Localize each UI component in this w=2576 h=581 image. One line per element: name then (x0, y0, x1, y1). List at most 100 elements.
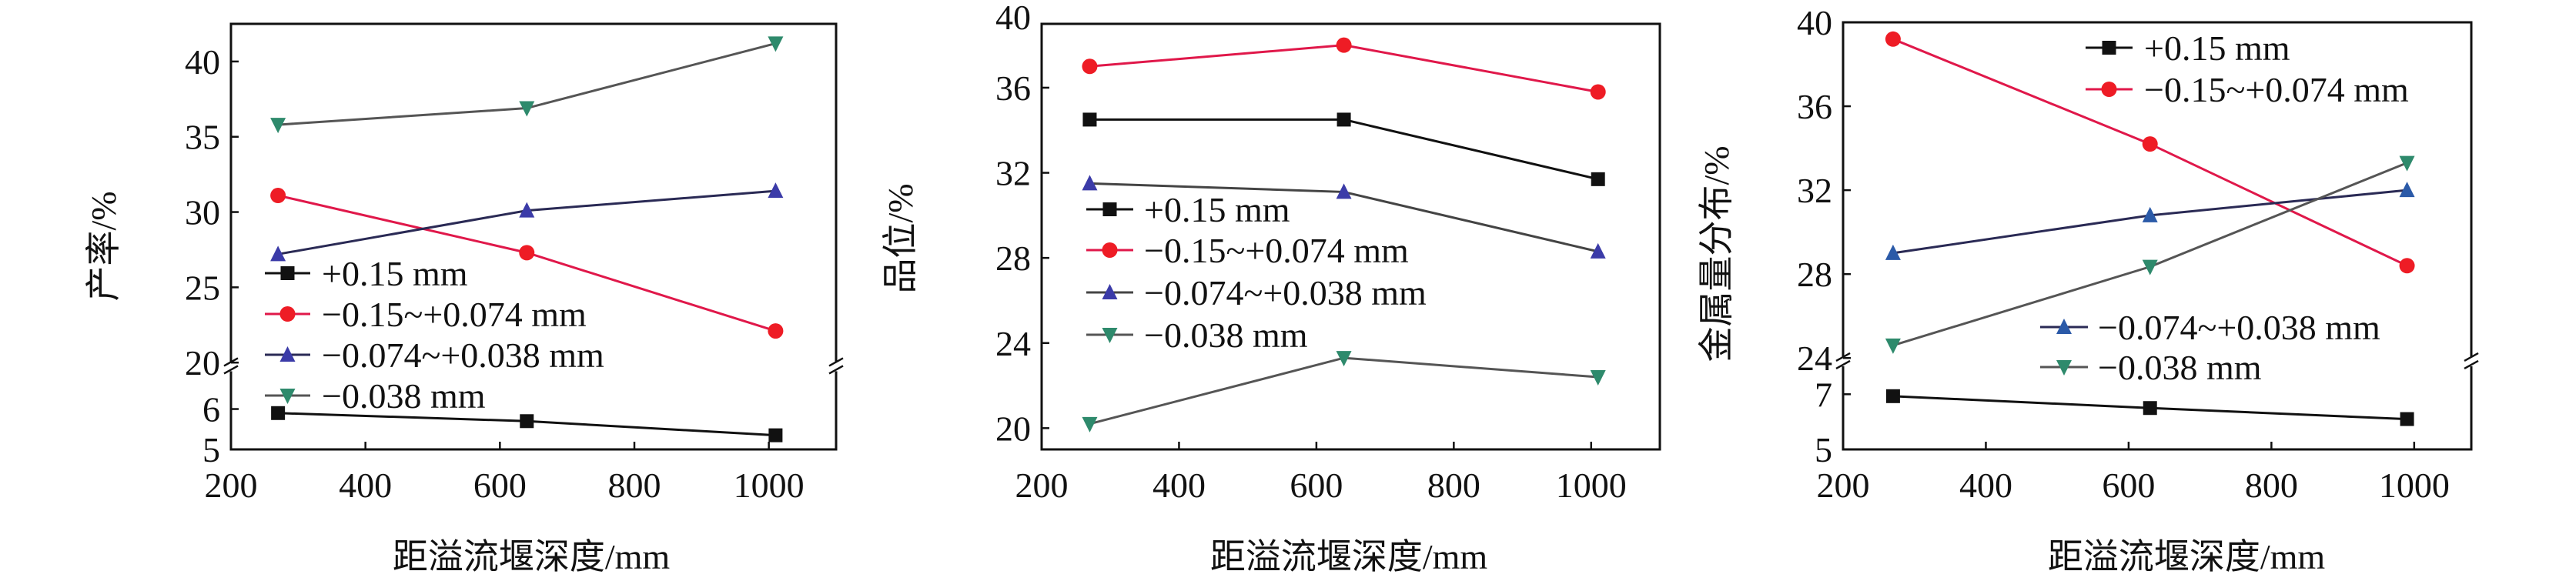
y-axis-title: 品位/% (881, 183, 920, 293)
data-point (2399, 182, 2415, 198)
axis-break-mark (2464, 359, 2479, 370)
x-tick-label: 1000 (734, 466, 805, 505)
y-tick-label: 40 (1797, 3, 1832, 42)
y-tick-label: 32 (995, 154, 1031, 193)
y-tick-label: 40 (995, 0, 1031, 37)
series-line (1089, 356, 1598, 426)
y-tick-label: 30 (185, 193, 220, 232)
series-3 (1885, 182, 2415, 260)
y-tick-label: 7 (1815, 375, 1832, 414)
legend: +0.15 mm−0.15~+0.074 mm−0.074~+0.038 mm−… (265, 254, 604, 416)
x-axis-title: 距溢流堰深度/mm (2048, 537, 2326, 576)
data-point (2399, 258, 2415, 274)
y-tick-label: 5 (202, 430, 220, 469)
legend-marker (2102, 41, 2116, 55)
y-tick-label: 6 (202, 390, 220, 429)
chart-panel-1: 200 400 600 800 1000 56 20 25 30 35 40 距溢流堰深度/mm 产率/… (84, 22, 844, 576)
data-point (1082, 112, 1097, 127)
y-tick-label: 40 (185, 42, 220, 82)
legend-label: +0.15 mm (2144, 28, 2290, 68)
data-point (768, 182, 784, 199)
y-axis-title: 产率/% (84, 191, 123, 301)
y-tick-label: 24 (1797, 339, 1832, 378)
legend-label: −0.038 mm (1144, 316, 1308, 355)
legend: +0.15 mm−0.15~+0.074 mm−0.074~+0.038 mm−… (1086, 190, 1427, 355)
data-point (2142, 206, 2158, 222)
y-tick-label: 35 (185, 118, 220, 157)
x-tick-label: 400 (1153, 466, 1206, 505)
series-1 (271, 406, 783, 442)
x-tick-label: 600 (2102, 466, 2155, 505)
data-point (1337, 112, 1351, 127)
data-point (1336, 183, 1352, 199)
axis-break-mark (828, 357, 844, 367)
data-point (1885, 389, 1900, 403)
data-point (1082, 58, 1098, 75)
data-point (520, 414, 534, 429)
x-tick-label: 400 (1959, 466, 2012, 505)
data-point (1591, 172, 1605, 186)
series-4 (270, 36, 784, 134)
y-axis-title: 金属量分布/% (1697, 145, 1736, 362)
y-tick-label: 20 (185, 343, 220, 382)
series-2 (1885, 31, 2415, 274)
data-point (1590, 369, 1606, 386)
x-axis-title: 距溢流堰深度/mm (1210, 537, 1488, 576)
series-2 (1082, 37, 1606, 100)
x-tick-label: 1000 (1556, 466, 1627, 505)
legend-label: −0.074~+0.038 mm (1144, 273, 1427, 312)
y-tick-label: 36 (995, 68, 1031, 108)
legend-marker (2101, 82, 2117, 97)
x-tick-label: 1000 (2379, 466, 2450, 505)
data-point (270, 245, 286, 262)
data-point (768, 36, 784, 52)
axis-break-mark (2464, 352, 2479, 362)
y-tick-label: 28 (995, 239, 1031, 278)
data-point (271, 406, 286, 420)
legend-label: −0.038 mm (2098, 348, 2262, 387)
y-tick-label: 28 (1797, 255, 1832, 294)
y-tick-label: 36 (1797, 87, 1832, 126)
data-point (519, 101, 535, 117)
x-tick-label: 400 (339, 466, 392, 505)
chart-panel-3: 200 400 600 800 1000 5 724 28 32 36 40 距溢流堰深度/mm 金属量… (1697, 3, 2479, 576)
y-tick-label: 5 (1815, 430, 1832, 469)
x-tick-label: 800 (608, 466, 661, 505)
series-1 (1082, 112, 1605, 186)
series-3 (270, 182, 784, 262)
data-point (1885, 31, 1901, 47)
legend-label: +0.15 mm (322, 254, 468, 293)
series-4 (1082, 351, 1606, 432)
data-point (1590, 242, 1606, 259)
legend-label: −0.038 mm (322, 376, 486, 416)
data-point (1885, 338, 1901, 354)
legend-marker (1102, 242, 1118, 258)
chart-panel-2: 200 400 600 800 1000 20 24 28 32 36 40 距溢流堰深度/mm 品位/… (881, 0, 1661, 576)
series-3 (1082, 175, 1606, 259)
legend-label: −0.15~+0.074 mm (1144, 231, 1409, 270)
series-1 (1885, 389, 2414, 426)
plot-frame (229, 22, 838, 451)
legend-label: −0.15~+0.074 mm (322, 295, 587, 334)
x-tick-label: 600 (1290, 466, 1343, 505)
legend-marker (280, 266, 295, 280)
x-tick-label: 200 (1015, 466, 1069, 505)
legend-marker (1102, 202, 1117, 216)
plot-frame (1842, 21, 2473, 451)
data-point (2143, 401, 2157, 416)
data-point (768, 428, 783, 442)
axis-break-mark (223, 365, 239, 375)
data-point (1336, 37, 1352, 53)
legend-marker (279, 389, 296, 404)
data-point (2142, 136, 2158, 152)
legend: +0.15 mm−0.15~+0.074 mm (2086, 28, 2409, 109)
data-point (1590, 84, 1606, 100)
data-point (2142, 259, 2158, 275)
legend-marker (279, 346, 296, 362)
data-point (768, 323, 784, 339)
legend-label: −0.074~+0.038 mm (322, 336, 604, 375)
data-point (1082, 416, 1098, 432)
series-line (1089, 118, 1599, 181)
